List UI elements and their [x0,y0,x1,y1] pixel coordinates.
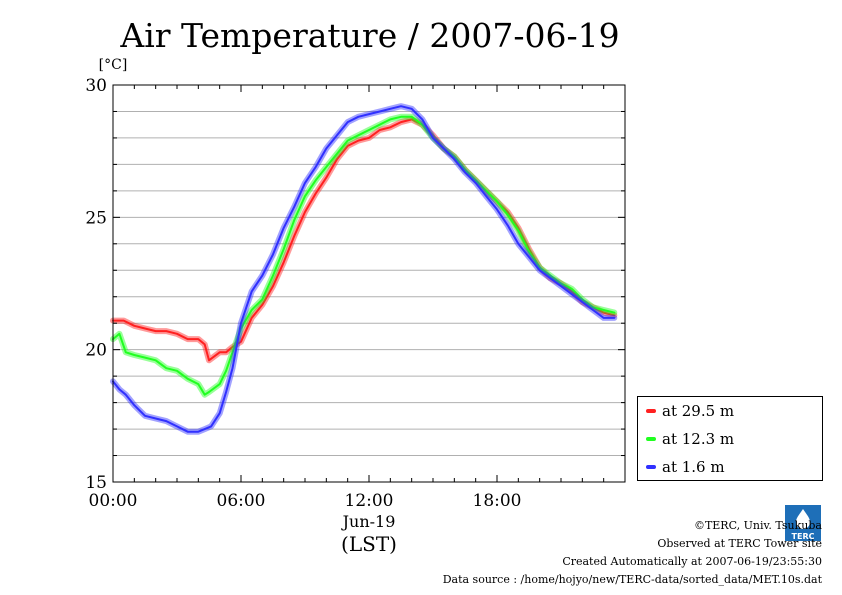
series-line-1 [112,115,616,396]
series-halo-0 [110,116,618,364]
x-tick-label: 00:00 [89,491,138,511]
y-tick-label: 25 [85,208,107,228]
y-tick-label: 30 [85,76,107,96]
x-tick-label: 18:00 [473,491,522,511]
y-unit-label: [°C] [99,57,128,73]
legend: at 29.5 m at 12.3 m at 1.6 m [637,396,823,481]
x-timezone-label: (LST) [341,532,397,556]
logo-text: TERC [792,532,815,541]
legend-label: at 29.5 m [662,402,735,420]
y-tick-label: 15 [85,473,107,493]
series-layer [110,103,618,435]
footer-source: Data source : /home/hojyo/new/TERC-data/… [442,573,822,586]
y-tick-label: 20 [85,341,107,361]
legend-label: at 1.6 m [662,458,725,476]
x-tick-label: 12:00 [345,491,394,511]
legend-label: at 12.3 m [662,430,735,448]
legend-swatch-red [646,409,656,413]
x-tick-label: 06:00 [217,491,266,511]
grid [113,110,625,457]
series-halo-1 [110,113,618,398]
footer-created: Created Automatically at 2007-06-19/23:5… [562,555,822,568]
ticks: 15 20 25 30 00:00 06:00 12:00 18:00 [85,76,625,511]
footer-copyright: ©TERC, Univ. Tsukuba [693,519,822,532]
legend-swatch-green [646,437,656,441]
legend-item-29-5m: at 29.5 m [646,402,734,420]
legend-item-12-3m: at 12.3 m [646,430,734,448]
chart-title: Air Temperature / 2007-06-19 [119,16,619,55]
legend-item-1-6m: at 1.6 m [646,458,725,476]
terc-logo-icon: TERC [785,505,821,541]
x-date-label: Jun-19 [341,512,396,531]
plot-frame [112,84,626,483]
footer-observed: Observed at TERC Tower site [657,537,822,550]
series-line-0 [112,118,616,362]
legend-swatch-blue [646,465,656,469]
series-line-2 [112,105,616,433]
